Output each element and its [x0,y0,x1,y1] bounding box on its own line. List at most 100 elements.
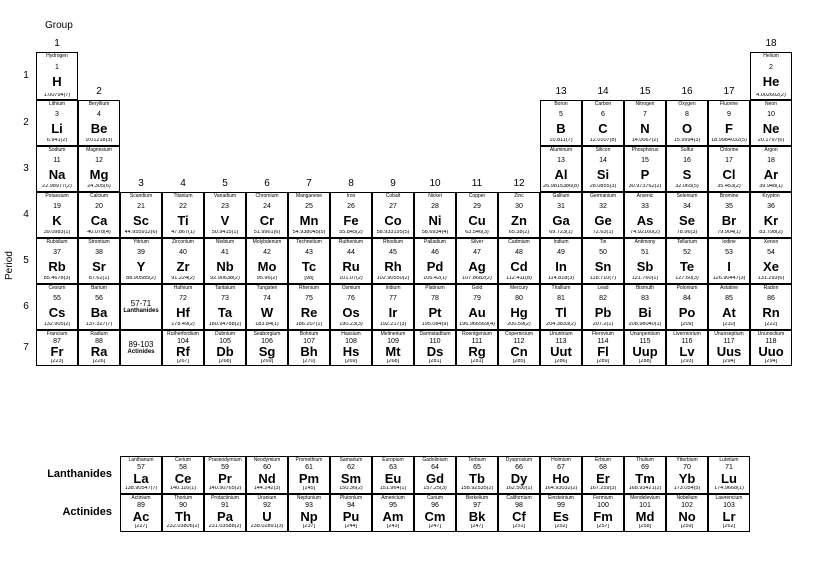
element-Ac: Actinium89Ac[227] [120,494,162,532]
element-B: Boron5B10.811(7) [540,100,582,146]
element-Sc: Scandium21Sc44.955912(6) [120,192,162,238]
group-number-5: 5 [204,178,246,189]
element-symbol: He [751,75,791,88]
element-name: Cesium [37,285,77,291]
element-symbol: Er [583,472,623,485]
atomic-mass: 54.938045(5) [289,230,329,237]
element-In: Indium49In114.818(3) [540,238,582,284]
element-symbol: Sb [625,260,665,273]
atomic-mass: [259] [667,524,707,531]
group-number-14: 14 [582,86,624,97]
period-number-7: 7 [18,342,34,353]
element-symbol: S [667,168,707,181]
atomic-number: 103 [709,502,749,509]
atomic-mass: 55.845(2) [331,230,371,237]
element-symbol: Lr [709,510,749,523]
atomic-mass: [252] [541,524,581,531]
atomic-number: 65 [457,464,497,471]
atomic-number: 1 [37,64,77,71]
element-name: Magnesium [79,147,119,153]
element-As: Arsenic33As74.92160(2) [624,192,666,238]
element-Rb: Rubidium37Rb85.4678(3) [36,238,78,284]
atomic-mass: 69.723(1) [541,230,581,237]
element-symbol: Mg [79,168,119,181]
atomic-number: 82 [583,295,623,302]
element-symbol: Dy [499,472,539,485]
atomic-number: 99 [541,502,581,509]
element-name: Dubnium [205,331,245,337]
element-W: Tungsten74W183.84(1) [246,284,288,330]
element-name: Mendelevium [625,495,665,501]
element-K: Potassium19K39.0983(1) [36,192,78,238]
element-symbol: Tc [289,260,329,273]
element-Pa: Protactinium91Pa231.03588(2) [204,494,246,532]
element-name: Sulfur [667,147,707,153]
atomic-mass: [269] [331,359,371,366]
element-Eu: Europium63Eu151.964(1) [372,456,414,494]
atomic-number: 30 [499,203,539,210]
atomic-mass: 231.03588(2) [205,524,245,531]
element-symbol: Re [289,306,329,319]
atomic-number: 29 [457,203,497,210]
element-He: Helium2He4.002602(2) [750,52,792,100]
element-symbol: Pd [415,260,455,273]
element-name: Rhenium [289,285,329,291]
element-name: Erbium [583,457,623,463]
atomic-mass: [294] [709,359,749,366]
atomic-mass: 137.327(7) [79,322,119,329]
atomic-number: 53 [709,249,749,256]
element-symbol: Be [79,122,119,135]
element-symbol: Mo [247,260,287,273]
element-symbol: V [205,214,245,227]
element-name: Phosphorus [625,147,665,153]
atomic-mass: 114.818(3) [541,276,581,283]
atomic-number: 23 [205,203,245,210]
atomic-mass: 183.84(1) [247,322,287,329]
element-Nb: Niobium41Nb92.90638(2) [204,238,246,284]
atomic-mass: 208.98040(1) [625,322,665,329]
element-symbol: I [709,260,749,273]
atomic-number: 19 [37,203,77,210]
element-Tb: Terbium65Tb158.92535(2) [456,456,498,494]
atomic-mass: 95.96(2) [247,276,287,283]
element-Yb: Ytterbium70Yb173.054(5) [666,456,708,494]
element-symbol: Cm [415,510,455,523]
atomic-mass: 180.94788(2) [205,322,245,329]
atomic-number: 44 [331,249,371,256]
atomic-number: 17 [709,157,749,164]
element-name: Roentgenium [457,331,497,337]
atomic-number: 18 [751,157,791,164]
element-Ca: Calcium20Ca40.078(4) [78,192,120,238]
element-symbol: As [625,214,665,227]
element-name: Seaborgium [247,331,287,337]
atomic-number: 45 [373,249,413,256]
atomic-mass: [227] [121,524,161,531]
element-symbol: No [667,510,707,523]
atomic-number: 98 [499,502,539,509]
element-Tc: Technetium43Tc[98] [288,238,330,284]
element-symbol: Ca [79,214,119,227]
element-name: Silicon [583,147,623,153]
element-Er: Erbium68Er167.259(3) [582,456,624,494]
atomic-mass: [257] [583,524,623,531]
element-name: Krypton [751,193,791,199]
element-name: Iodine [709,239,749,245]
atomic-mass: 85.4678(3) [37,276,77,283]
atomic-mass: 12.0107(8) [583,138,623,145]
element-symbol: Ac [121,510,161,523]
element-Dy: Dysprosium66Dy162.500(1) [498,456,540,494]
element-name: Lead [583,285,623,291]
group-number-4: 4 [162,178,204,189]
atomic-number: 83 [625,295,665,302]
element-symbol: Uus [709,345,749,358]
element-name: Osmium [331,285,371,291]
element-symbol: Ir [373,306,413,319]
element-symbol: Po [667,306,707,319]
element-name: Polonium [667,285,707,291]
element-symbol: Np [289,510,329,523]
atomic-mass: [247] [457,524,497,531]
element-symbol: Sr [79,260,119,273]
element-symbol: Cn [499,345,539,358]
element-name: Lithium [37,101,77,107]
element-Sg: Seaborgium106Sg[269] [246,330,288,366]
